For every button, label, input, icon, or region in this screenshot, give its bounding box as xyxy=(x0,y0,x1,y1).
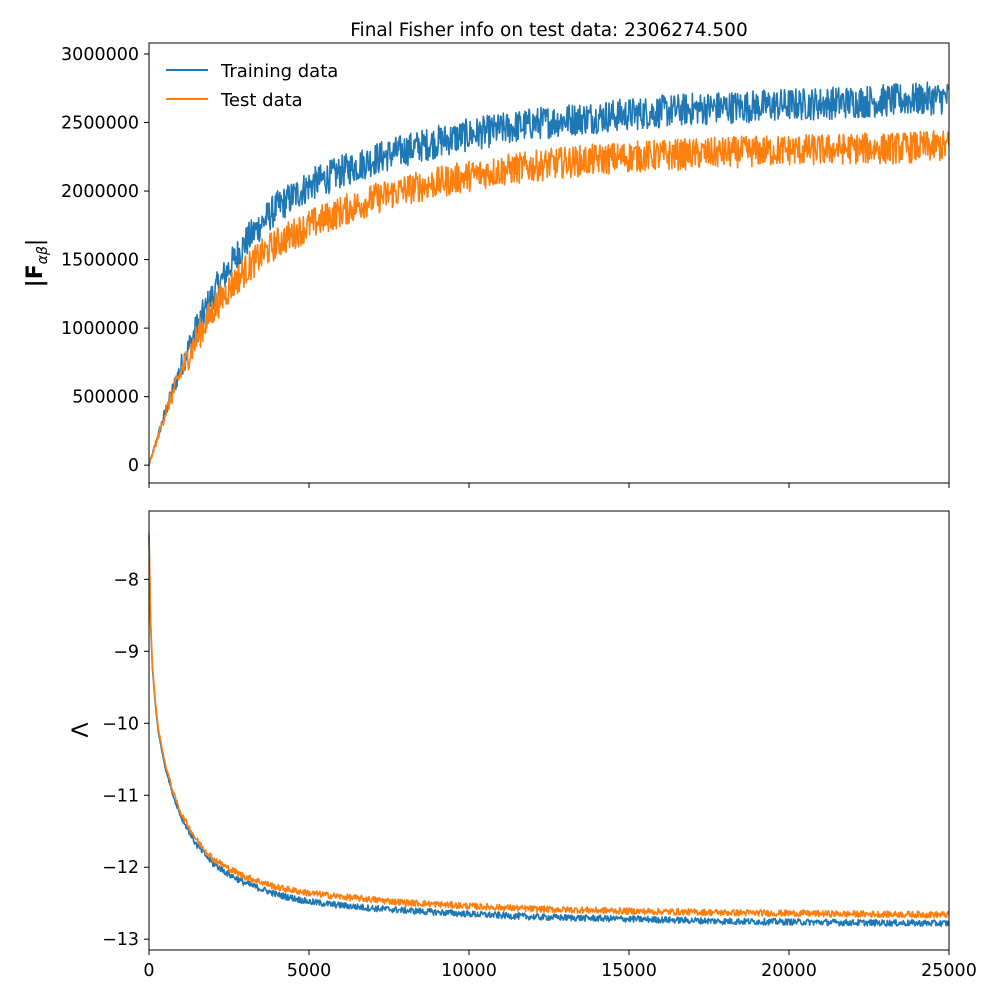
bottom-y-tick-label: −12 xyxy=(102,858,139,878)
bottom-y-axis-label: Λ xyxy=(69,722,94,737)
bottom-y-tick-label: −11 xyxy=(102,786,139,806)
bottom-y-tick-label: −9 xyxy=(113,642,139,662)
top-y-tick-label: 2500000 xyxy=(61,114,139,134)
top-x-ticks xyxy=(148,483,950,488)
bottom-y-tick-label: −10 xyxy=(102,714,139,734)
legend-label-test: Test data xyxy=(220,90,303,111)
top-y-tick-label: 3000000 xyxy=(61,45,139,65)
top-axes-frame xyxy=(148,42,950,484)
bottom-series-line-training xyxy=(148,536,950,928)
bottom-x-tick-label: 5000 xyxy=(287,961,332,981)
top-y-tick-label: 500000 xyxy=(72,388,139,408)
bottom-y-tick-label: −8 xyxy=(113,570,139,590)
top-y-tick-label: 0 xyxy=(128,456,139,476)
bottom-x-tick-label: 25000 xyxy=(921,961,977,981)
bottom-y-tick-label: −13 xyxy=(102,930,139,950)
top-y-axis-label: |Fαβ| xyxy=(23,239,51,288)
legend: Training data Test data xyxy=(166,61,338,111)
bottom-y-ticks: −13 −12 −11 −10 −9 −8 xyxy=(102,570,149,950)
legend-label-training: Training data xyxy=(220,61,338,82)
top-y-tick-label: 2000000 xyxy=(61,182,139,202)
bottom-axes-frame xyxy=(148,510,950,951)
bottom-x-tick-label: 0 xyxy=(143,961,154,981)
top-y-tick-label: 1000000 xyxy=(61,319,139,339)
top-panel: Final Fisher info on test data: 2306274.… xyxy=(23,20,950,488)
bottom-series-group xyxy=(148,532,950,928)
top-y-tick-label: 1500000 xyxy=(61,251,139,271)
top-series-group xyxy=(148,81,950,466)
bottom-x-tick-label: 15000 xyxy=(601,961,657,981)
top-series-line-training xyxy=(148,81,950,466)
top-series-line-test xyxy=(148,129,950,466)
bottom-series-line-test xyxy=(148,532,950,919)
bottom-panel: 0 5000 10000 15000 20000 25000 −13 −12 −11 −10 −9… xyxy=(69,510,977,981)
bottom-x-tick-label: 20000 xyxy=(761,961,817,981)
top-y-ticks: 0 500000 1000000 1500000 2000000 2500000 30000… xyxy=(61,45,149,476)
bottom-x-tick-label: 10000 xyxy=(441,961,497,981)
bottom-x-ticks: 0 5000 10000 15000 20000 25000 xyxy=(143,950,977,981)
top-chart-title: Final Fisher info on test data: 2306274.… xyxy=(350,20,747,41)
